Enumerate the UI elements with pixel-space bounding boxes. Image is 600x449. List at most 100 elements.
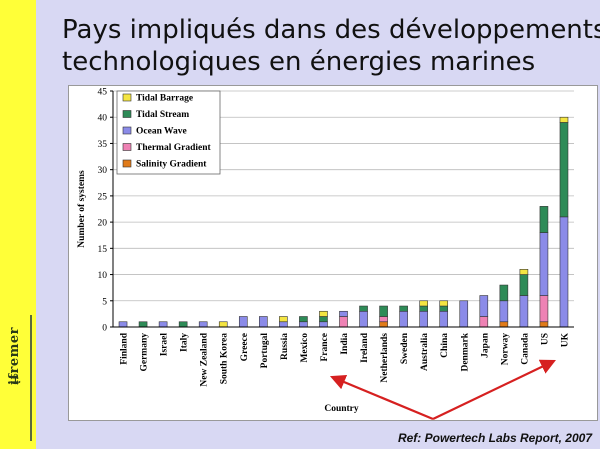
bar-segment-thermal-gradient <box>479 316 489 328</box>
x-tick-label: Netherlands <box>380 333 390 383</box>
y-tick-label: 20 <box>98 219 108 229</box>
x-tick-label: Greece <box>240 333 250 361</box>
y-tick-label: 25 <box>98 192 108 202</box>
legend-box <box>116 90 221 175</box>
bar-segment-ocean-wave <box>118 321 128 328</box>
bar-segment-ocean-wave <box>339 310 348 317</box>
bar-segment-tidal-stream <box>539 206 549 233</box>
x-tick-label: Denmark <box>460 332 470 371</box>
bar-segment-ocean-wave <box>559 216 569 328</box>
x-tick-label: France <box>320 333 330 362</box>
bar-segment-thermal-gradient <box>379 316 388 323</box>
bar-segment-tidal-stream <box>439 305 449 312</box>
bar-segment-tidal-barrage <box>319 310 328 317</box>
x-tick-label: Ireland <box>360 332 370 363</box>
bar-segment-tidal-stream <box>359 305 368 312</box>
legend-swatch <box>122 126 132 135</box>
bar-segment-tidal-stream <box>559 122 569 218</box>
bar-segment-tidal-barrage <box>519 269 529 275</box>
bar-segment-ocean-wave <box>519 295 529 328</box>
x-tick-label: New Zealand <box>200 332 210 386</box>
bar-segment-ocean-wave <box>499 300 509 323</box>
y-tick-label: 0 <box>102 324 107 334</box>
x-tick-label: US <box>540 333 550 345</box>
y-tick-label: 10 <box>98 271 108 281</box>
bar-segment-tidal-stream <box>499 284 509 302</box>
bar-segment-tidal-stream <box>178 321 188 328</box>
bar-segment-tidal-stream <box>419 305 428 312</box>
legend-swatch <box>122 143 132 151</box>
x-tick-label: Portugal <box>260 333 270 369</box>
bar-segment-ocean-wave <box>359 310 368 328</box>
bar-segment-ocean-wave <box>419 310 428 328</box>
bar-segment-ocean-wave <box>198 321 208 328</box>
bar-segment-ocean-wave <box>238 316 248 328</box>
logo-divider <box>30 315 32 441</box>
bar-segment-tidal-stream <box>319 316 328 323</box>
bar-segment-thermal-gradient <box>539 295 549 323</box>
bar-segment-tidal-barrage <box>559 116 569 123</box>
y-tick-label: 40 <box>98 114 108 124</box>
legend-label: Ocean Wave <box>136 127 187 137</box>
x-axis-title: Country <box>324 404 359 414</box>
legend-swatch <box>122 93 132 102</box>
x-tick-label: Norway <box>500 333 510 365</box>
bar-segment-tidal-barrage <box>218 321 228 328</box>
y-tick-label: 45 <box>98 88 108 98</box>
x-tick-label: South Korea <box>220 333 230 385</box>
legend: Tidal Barrage Tidal Stream Ocean Wave Therm… <box>116 90 221 175</box>
bar-segment-thermal-gradient <box>339 316 348 328</box>
x-tick-label: UK <box>560 332 570 347</box>
bar-segment-tidal-barrage <box>439 300 449 307</box>
x-tick-label: Finland <box>120 332 130 364</box>
legend-label: Salinity Gradient <box>136 160 207 170</box>
bar-segment-ocean-wave <box>479 295 489 317</box>
y-tick-label: 15 <box>98 245 108 255</box>
legend-label: Thermal Gradient <box>136 143 212 153</box>
x-tick-label: Israel <box>160 333 170 357</box>
annotation-arrows <box>329 359 556 421</box>
x-tick-label: China <box>440 333 450 358</box>
legend-swatch <box>122 159 132 168</box>
bar-segment-ocean-wave <box>439 310 449 328</box>
x-tick-label: Canada <box>520 333 530 365</box>
arrow-to-france <box>329 374 434 421</box>
slide-title-line1: Pays impliqués dans des développements <box>62 15 600 45</box>
reference-note: Ref: Powertech Labs Report, 2007 <box>397 431 592 445</box>
bar-segment-ocean-wave <box>399 310 408 328</box>
bar-segment-ocean-wave <box>259 316 268 328</box>
bar-segment-ocean-wave <box>279 321 288 328</box>
x-tick-label: Australia <box>420 333 430 371</box>
y-tick-label: 5 <box>102 297 107 307</box>
bar-segment-tidal-stream <box>299 316 308 323</box>
legend-label: Tidal Barrage <box>136 94 193 104</box>
x-tick-label: Italy <box>180 333 190 352</box>
bar-segment-salinity-gradient <box>379 321 388 328</box>
bar-segment-tidal-stream <box>379 305 388 317</box>
bar-segment-tidal-barrage <box>419 300 428 307</box>
bar-segment-salinity-gradient <box>499 321 509 328</box>
legend-swatch <box>122 110 132 118</box>
y-tick-label: 35 <box>98 140 108 150</box>
bars <box>118 116 569 328</box>
bar-segment-salinity-gradient <box>539 321 549 328</box>
x-tick-label: Sweden <box>400 332 410 364</box>
bar-segment-tidal-stream <box>519 274 529 296</box>
x-tick-label: Russia <box>280 333 290 360</box>
x-tick-label: Mexico <box>300 333 310 363</box>
axes: 0 5 10 15 20 25 30 35 40 45 Finland Germany Israel It… <box>77 88 574 414</box>
y-axis-title: Number of systems <box>77 170 87 248</box>
bar-segment-tidal-stream <box>399 305 408 312</box>
bar-segment-tidal-barrage <box>279 316 288 323</box>
slide-title: Pays impliqués dans des développements t… <box>62 14 600 78</box>
arrow-to-us-uk <box>432 359 556 420</box>
y-tick-label: 30 <box>98 166 108 176</box>
bar-segment-ocean-wave <box>319 321 328 328</box>
x-tick-label: Japan <box>480 332 490 358</box>
logo-icon: ⚓ <box>9 372 22 388</box>
bar-segment-ocean-wave <box>299 321 308 328</box>
slide-title-line2: technologiques en énergies marines <box>62 47 536 77</box>
legend-label: Tidal Stream <box>136 110 189 120</box>
bar-segment-ocean-wave <box>158 321 168 328</box>
